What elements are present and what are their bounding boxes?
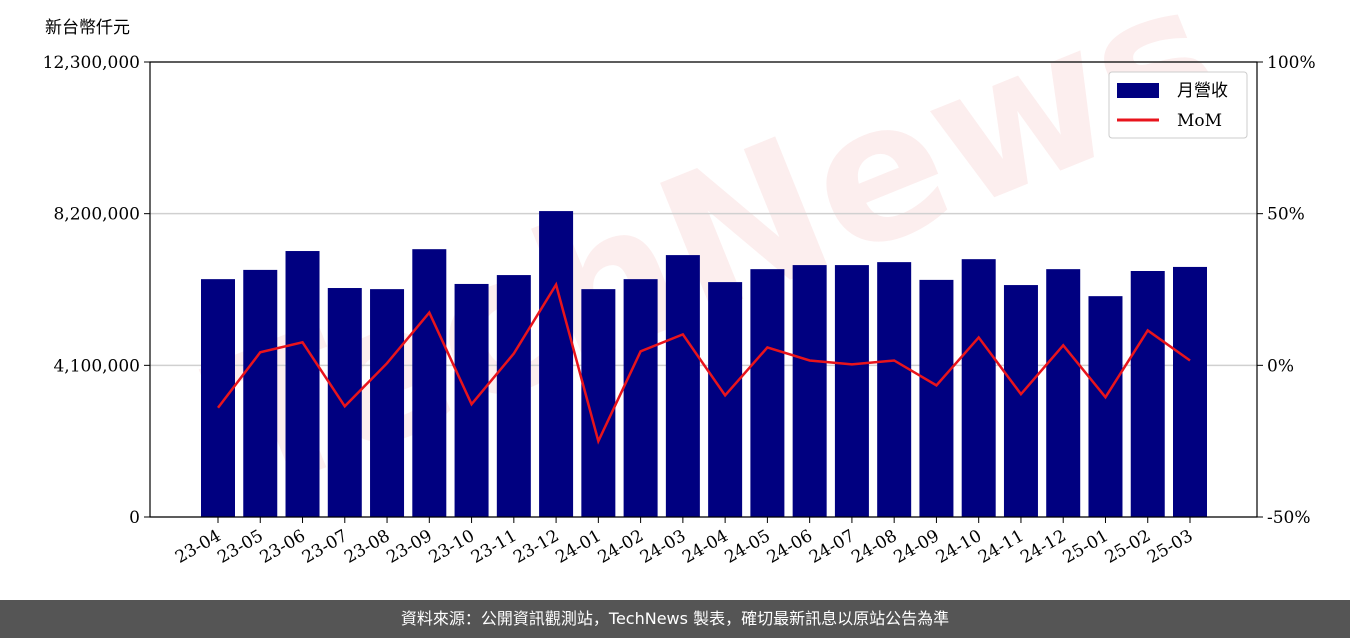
x-tick-label: 23-07 [299,526,351,568]
y-tick-label: 4,100,000 [53,356,140,376]
bar [539,211,574,517]
bar [750,269,785,517]
bar [370,289,405,517]
bar [243,269,278,517]
y-axis-label: 新台幣仟元 [45,18,130,38]
bar [285,251,320,518]
x-tick-label: 25-01 [1060,526,1112,568]
bar [454,283,489,517]
chart: TechNews 新台幣仟元 04,100,0008,200,00012,300… [43,0,1316,568]
y-tick-label: 0 [129,508,140,528]
y-tick-label: 12,300,000 [43,53,140,73]
bar [581,289,616,517]
x-tick-label: 24-06 [764,526,816,568]
line [217,281,1191,445]
x-tick-label: 23-12 [510,526,562,568]
x-tick-label: 23-11 [468,526,520,568]
y2-tick-label: 0% [1267,356,1294,376]
legend-swatch [1117,83,1159,98]
bar [623,279,658,517]
bar [1003,285,1038,517]
x-tick-label: 25-03 [1144,526,1196,568]
x-tick-label: 24-09 [890,526,942,568]
x-tick-label: 23-04 [172,526,224,568]
bar [496,275,531,517]
x-tick-label: 23-10 [426,526,478,568]
bar [201,279,235,517]
bar [708,282,743,517]
x-tick-label: 24-04 [679,526,731,568]
x-tick-label: 24-07 [806,526,858,568]
bar [1088,296,1123,517]
x-tick-label: 24-02 [595,526,647,568]
bar [961,259,996,517]
x-tick-label: 24-11 [975,526,1027,568]
x-tick-label: 25-02 [1102,526,1154,568]
bar [792,265,827,517]
y2-tick-label: 50% [1267,205,1305,225]
legend-label: 月營收 [1177,81,1228,101]
x-tick-label: 24-08 [848,526,900,568]
bar [327,288,362,517]
x-tick-label: 24-12 [1017,526,1069,568]
bar [834,265,869,517]
x-tick-label: 23-05 [214,526,266,568]
y-tick-label: 8,200,000 [53,205,140,225]
bar [412,249,447,517]
bar [665,255,700,517]
plot-frame [149,61,1258,518]
legend-label: MoM [1177,111,1222,131]
y2-tick-label: 100% [1267,53,1316,73]
x-tick-label: 24-03 [637,526,689,568]
x-tick-label: 23-08 [341,526,393,568]
y2-tick-label: -50% [1267,508,1311,528]
bar [1173,266,1207,517]
x-tick-label: 24-01 [552,526,604,568]
x-tick-label: 24-05 [721,526,773,568]
footer: 資料來源：公開資訊觀測站，TechNews 製表，確切最新訊息以原站公告為準 [0,600,1350,638]
bar [1130,271,1165,517]
bar [1046,269,1081,517]
bar [919,279,954,517]
x-tick-label: 23-09 [383,526,435,568]
x-tick-label: 24-10 [933,526,985,568]
bar [877,262,912,517]
